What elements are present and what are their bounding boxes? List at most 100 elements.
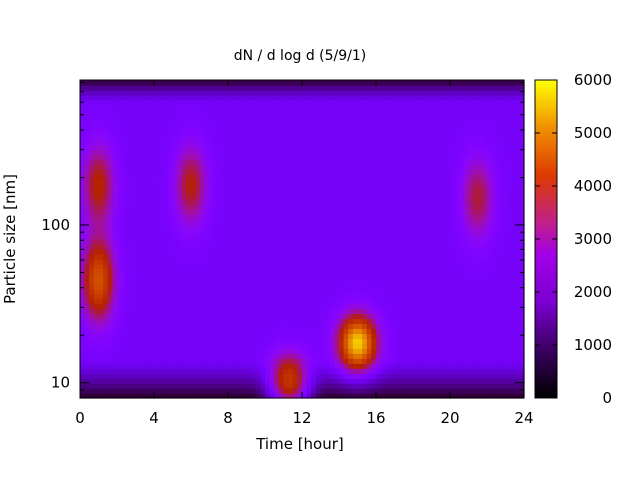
heatmap-cell <box>292 99 298 106</box>
heatmap-cell <box>228 80 234 86</box>
heatmap-cell <box>121 378 127 384</box>
heatmap-cell <box>135 159 141 166</box>
heatmap-cell <box>200 288 206 295</box>
heatmap-cell <box>357 313 363 320</box>
heatmap-cell <box>431 258 437 265</box>
heatmap-cell <box>163 268 169 275</box>
heatmap-cell <box>302 169 308 176</box>
heatmap-cell <box>98 84 104 91</box>
heatmap-cell <box>117 199 123 205</box>
heatmap-cell <box>265 219 271 225</box>
heatmap-cell <box>121 129 127 136</box>
heatmap-cell <box>436 209 442 215</box>
heatmap-cell <box>283 288 289 295</box>
heatmap-cell <box>302 109 308 116</box>
heatmap-cell <box>269 368 275 374</box>
heatmap-cell <box>232 84 238 91</box>
heatmap-cell <box>223 368 229 374</box>
heatmap-cell <box>195 338 201 344</box>
heatmap-cell <box>366 209 372 215</box>
heatmap-cell <box>320 298 326 305</box>
heatmap-cell <box>237 288 243 295</box>
heatmap-cell <box>186 229 192 235</box>
heatmap-cell <box>431 144 437 151</box>
heatmap-cell <box>426 224 433 230</box>
heatmap-cell <box>283 159 289 166</box>
heatmap-cell <box>385 234 391 240</box>
heatmap-cell <box>163 169 169 176</box>
heatmap-cell <box>246 243 252 250</box>
heatmap-cell <box>320 204 326 210</box>
heatmap-cell <box>98 378 104 384</box>
heatmap-cell <box>278 283 285 290</box>
heatmap-cell <box>380 194 386 200</box>
heatmap-cell <box>204 348 211 354</box>
heatmap-cell <box>403 179 409 185</box>
heatmap-cell <box>422 343 428 349</box>
heatmap-cell <box>204 139 211 146</box>
heatmap-cell <box>135 124 141 131</box>
heatmap-cell <box>380 84 386 91</box>
heatmap-cell <box>107 134 113 141</box>
heatmap-cell <box>103 89 109 96</box>
heatmap-cell <box>158 99 164 106</box>
heatmap-cell <box>126 293 132 300</box>
heatmap-cell <box>288 214 294 220</box>
heatmap-cell <box>380 139 386 146</box>
heatmap-cell <box>144 154 150 161</box>
heatmap-cell <box>228 383 234 389</box>
heatmap-cell <box>126 328 132 335</box>
heatmap-cell <box>371 80 377 86</box>
heatmap-cell <box>186 174 192 180</box>
heatmap-cell <box>149 109 155 116</box>
heatmap-cell <box>98 179 104 185</box>
heatmap-cell <box>167 343 174 349</box>
heatmap-cell <box>144 109 150 116</box>
heatmap-cell <box>371 298 377 305</box>
heatmap-cell <box>154 154 160 161</box>
heatmap-cell <box>167 388 174 394</box>
heatmap-cell <box>241 134 248 141</box>
heatmap-cell <box>339 229 345 235</box>
heatmap-cell <box>426 149 433 156</box>
heatmap-cell <box>144 80 150 86</box>
heatmap-cell <box>126 363 132 369</box>
heatmap-cell <box>260 318 266 325</box>
heatmap-cell <box>84 114 90 121</box>
heatmap-cell <box>339 109 345 116</box>
heatmap-cell <box>269 199 275 205</box>
heatmap-cell <box>357 383 363 389</box>
heatmap-cell <box>80 363 86 369</box>
heatmap-cell <box>376 219 382 225</box>
heatmap-cell <box>167 114 174 121</box>
heatmap-cell <box>283 318 289 325</box>
heatmap-cell <box>158 318 164 325</box>
heatmap-cell <box>292 353 298 359</box>
heatmap-cell <box>297 119 303 126</box>
heatmap-cell <box>149 258 155 265</box>
heatmap-cell <box>329 204 335 210</box>
heatmap-cell <box>130 313 137 320</box>
heatmap-cell <box>371 268 377 275</box>
heatmap-cell <box>394 348 400 354</box>
heatmap-cell <box>297 323 303 330</box>
heatmap-cell <box>348 293 354 300</box>
heatmap-cell <box>376 84 382 91</box>
heatmap-cell <box>325 333 331 339</box>
heatmap-cell <box>389 318 396 325</box>
heatmap-cell <box>315 313 322 320</box>
heatmap-cell <box>302 174 308 180</box>
heatmap-cell <box>98 393 104 399</box>
heatmap-cell <box>200 243 206 250</box>
heatmap-cell <box>98 119 104 126</box>
heatmap-cell <box>140 318 146 325</box>
heatmap-cell <box>297 204 303 210</box>
heatmap-cell <box>209 199 215 205</box>
heatmap-cell <box>255 353 261 359</box>
heatmap-cell <box>426 94 433 101</box>
heatmap-cell <box>237 134 243 141</box>
heatmap-cell <box>251 149 257 156</box>
heatmap-cell <box>408 89 414 96</box>
heatmap-cell <box>339 134 345 141</box>
heatmap-cell <box>320 253 326 260</box>
